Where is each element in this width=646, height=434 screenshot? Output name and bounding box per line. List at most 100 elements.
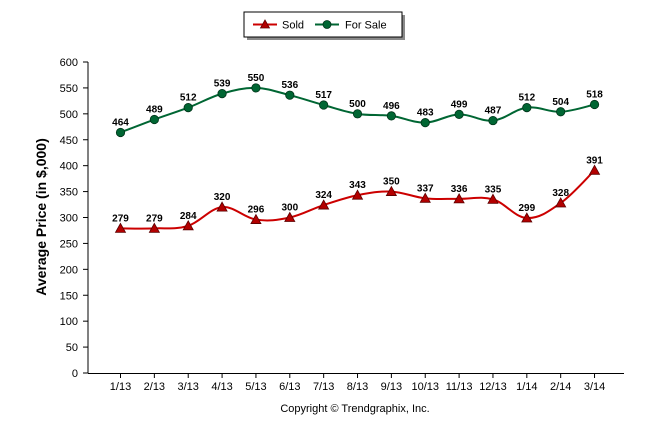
data-label: 517 bbox=[315, 90, 332, 101]
x-tick-label: 12/13 bbox=[479, 381, 507, 393]
y-tick-label: 100 bbox=[60, 316, 78, 328]
data-label: 512 bbox=[180, 93, 197, 104]
y-tick-label: 400 bbox=[60, 161, 78, 173]
for-sale-point bbox=[217, 89, 227, 99]
sold-point bbox=[250, 213, 262, 224]
for-sale-point bbox=[352, 109, 363, 119]
for-sale-point bbox=[556, 107, 566, 117]
x-tick-label: 2/14 bbox=[550, 381, 571, 393]
data-label: 320 bbox=[214, 192, 231, 203]
data-label: 336 bbox=[451, 184, 468, 195]
y-tick-label: 0 bbox=[72, 368, 78, 380]
data-label: 483 bbox=[417, 108, 434, 119]
data-label: 496 bbox=[383, 101, 400, 112]
sold-point bbox=[148, 222, 161, 233]
data-label: 335 bbox=[485, 184, 502, 195]
x-tick-label: 6/13 bbox=[279, 381, 300, 393]
for-sale-point bbox=[522, 103, 532, 113]
y-axis-title: Average Price (in $,000) bbox=[33, 138, 49, 295]
data-label: 299 bbox=[518, 203, 535, 214]
y-tick-label: 300 bbox=[60, 213, 78, 225]
data-label: 350 bbox=[383, 177, 400, 188]
legend-forsale-marker bbox=[322, 20, 332, 29]
data-label: 300 bbox=[281, 203, 298, 214]
data-label: 512 bbox=[518, 93, 535, 104]
sold-point bbox=[216, 201, 228, 212]
data-label: 499 bbox=[451, 99, 468, 110]
for-sale-point bbox=[488, 115, 498, 126]
data-label: 487 bbox=[485, 106, 502, 117]
sold-point bbox=[521, 212, 533, 223]
data-label: 391 bbox=[586, 155, 603, 166]
legend-sold-marker bbox=[259, 19, 271, 29]
for-sale-point bbox=[285, 90, 295, 100]
data-label: 504 bbox=[552, 97, 569, 108]
y-tick-label: 600 bbox=[60, 57, 78, 69]
data-label: 279 bbox=[146, 213, 163, 224]
for-sale-point bbox=[420, 118, 430, 128]
data-label: 279 bbox=[112, 213, 129, 224]
data-label: 464 bbox=[112, 117, 129, 128]
x-tick-label: 1/14 bbox=[516, 381, 537, 393]
y-tick-label: 550 bbox=[60, 83, 78, 95]
x-tick-label: 3/13 bbox=[178, 381, 199, 393]
for-sale-point bbox=[251, 83, 261, 93]
sold-point bbox=[419, 192, 431, 203]
series-forsale: 464 489 512 539 550 536 517 500 496 483 499 487 512 5… bbox=[112, 73, 603, 138]
y-ticks: 0 50 100 150 200 250 300 350 400 450 500 550 600 bbox=[60, 57, 88, 380]
legend: Sold For Sale bbox=[243, 11, 405, 40]
data-label: 500 bbox=[349, 99, 366, 110]
data-label: 518 bbox=[586, 90, 603, 101]
legend-forsale-label: For Sale bbox=[345, 20, 387, 32]
x-tick-label: 4/13 bbox=[211, 381, 232, 393]
y-tick-label: 150 bbox=[60, 290, 78, 302]
data-label: 343 bbox=[349, 180, 366, 191]
data-label: 328 bbox=[552, 188, 569, 199]
sold-point bbox=[453, 193, 465, 204]
x-ticks: 1/13 2/13 3/13 4/13 5/13 6/13 7/13 8/13 9/13 10/1… bbox=[110, 373, 605, 393]
x-tick-label: 2/13 bbox=[144, 381, 165, 393]
for-sale-point bbox=[115, 127, 126, 138]
data-label: 337 bbox=[417, 183, 434, 194]
x-tick-label: 7/13 bbox=[313, 381, 334, 393]
data-label: 284 bbox=[180, 211, 197, 222]
for-sale-point bbox=[183, 103, 193, 113]
sold-point bbox=[317, 199, 330, 210]
sold-point bbox=[114, 222, 127, 233]
sold-point bbox=[351, 189, 364, 200]
x-tick-label: 8/13 bbox=[347, 381, 368, 393]
y-tick-label: 200 bbox=[60, 264, 78, 276]
x-tick-label: 10/13 bbox=[411, 381, 439, 393]
data-label: 539 bbox=[214, 79, 231, 90]
for-sale-point bbox=[149, 114, 159, 125]
data-label: 296 bbox=[248, 205, 265, 216]
sold-point bbox=[487, 193, 499, 204]
x-tick-label: 1/13 bbox=[110, 381, 131, 393]
for-sale-point bbox=[589, 99, 600, 110]
sold-point bbox=[182, 219, 194, 231]
sold-point bbox=[284, 211, 296, 222]
sold-point bbox=[385, 185, 398, 196]
x-tick-label: 3/14 bbox=[584, 381, 605, 393]
y-tick-label: 450 bbox=[60, 135, 78, 147]
legend-sold-label: Sold bbox=[282, 20, 304, 32]
y-tick-label: 250 bbox=[60, 238, 78, 250]
y-tick-label: 500 bbox=[60, 109, 78, 121]
data-label: 550 bbox=[248, 73, 265, 84]
x-tick-label: 11/13 bbox=[446, 381, 473, 393]
y-tick-label: 350 bbox=[60, 187, 78, 199]
x-tick-label: 9/13 bbox=[381, 381, 402, 393]
data-label: 536 bbox=[281, 80, 298, 91]
sold-point bbox=[588, 164, 601, 175]
y-tick-label: 50 bbox=[66, 342, 78, 354]
data-label: 324 bbox=[315, 190, 332, 201]
sold-point bbox=[555, 197, 567, 208]
x-tick-label: 5/13 bbox=[245, 381, 266, 393]
series-sold: 279 279 284 320 296 300 324 343 350 337 336 335 299 3… bbox=[112, 155, 603, 233]
for-sale-point bbox=[319, 100, 329, 110]
copyright-footer: Copyright © Trendgraphix, Inc. bbox=[280, 403, 429, 415]
for-sale-point bbox=[386, 111, 396, 121]
data-label: 489 bbox=[146, 105, 163, 116]
for-sale-point bbox=[454, 109, 464, 119]
